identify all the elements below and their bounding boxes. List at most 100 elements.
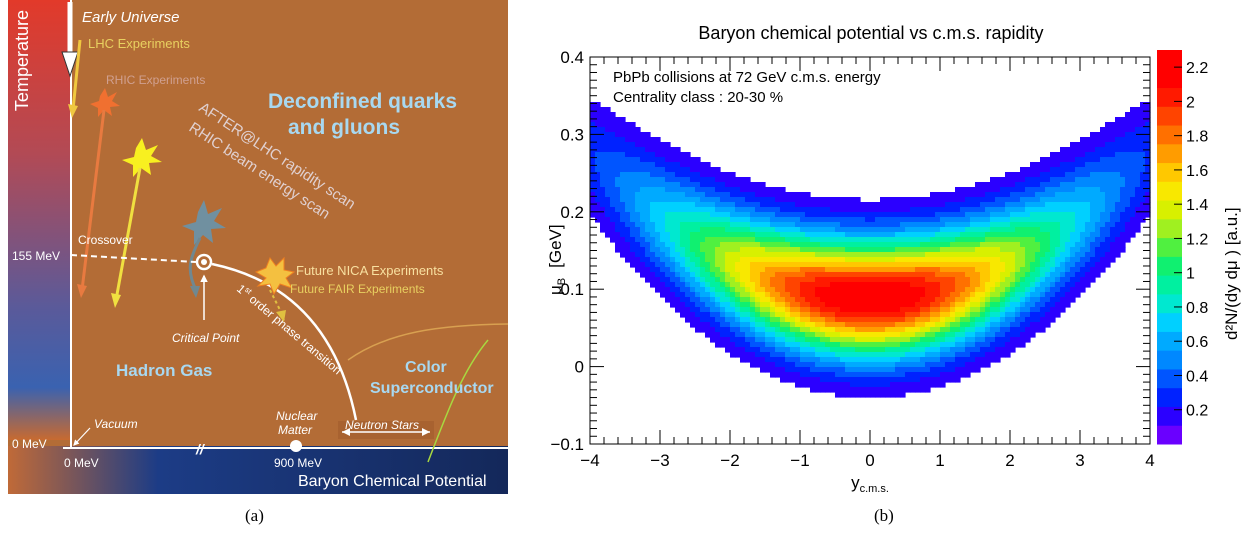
heatmap-cell bbox=[650, 152, 656, 158]
heatmap-cell bbox=[980, 192, 986, 198]
heatmap-cell bbox=[950, 292, 956, 298]
heatmap-cell bbox=[985, 267, 991, 273]
heatmap-cell bbox=[805, 242, 811, 248]
heatmap-cell bbox=[830, 332, 836, 338]
heatmap-cell bbox=[765, 342, 771, 348]
heatmap-cell bbox=[685, 187, 691, 193]
heatmap-cell bbox=[610, 207, 616, 213]
heatmap-cell bbox=[900, 347, 906, 353]
heatmap-cell bbox=[815, 252, 821, 258]
heatmap-cell bbox=[695, 157, 701, 163]
heatmap-cell bbox=[890, 247, 896, 253]
heatmap-cell bbox=[680, 187, 686, 193]
heatmap-cell bbox=[995, 222, 1001, 228]
heatmap-cell bbox=[755, 262, 761, 268]
heatmap-cell bbox=[1030, 227, 1036, 233]
heatmap-cell bbox=[745, 217, 751, 223]
heatmap-cell bbox=[735, 227, 741, 233]
heatmap-cell bbox=[965, 267, 971, 273]
heatmap-cell bbox=[610, 222, 616, 228]
heatmap-cell bbox=[875, 247, 881, 253]
heatmap-cell bbox=[930, 257, 936, 263]
heatmap-cell bbox=[625, 172, 631, 178]
heatmap-cell bbox=[840, 262, 846, 268]
heatmap-cell bbox=[705, 307, 711, 313]
heatmap-cell bbox=[785, 287, 791, 293]
heatmap-cell bbox=[645, 242, 651, 248]
heatmap-cell bbox=[1075, 272, 1081, 278]
heatmap-cell bbox=[1060, 177, 1066, 183]
heatmap-cell bbox=[655, 257, 661, 263]
heatmap-cell bbox=[965, 297, 971, 303]
heatmap-cell bbox=[840, 292, 846, 298]
heatmap-cell bbox=[1025, 302, 1031, 308]
heatmap-cell bbox=[660, 247, 666, 253]
heatmap-cell bbox=[650, 272, 656, 278]
heatmap-cell bbox=[715, 257, 721, 263]
heatmap-cell bbox=[915, 362, 921, 368]
heatmap-cell bbox=[770, 242, 776, 248]
heatmap-cell bbox=[1080, 182, 1086, 188]
heatmap-cell bbox=[870, 357, 876, 363]
heatmap-cell bbox=[830, 292, 836, 298]
heatmap-cell bbox=[850, 212, 856, 218]
heatmap-cell bbox=[940, 307, 946, 313]
heatmap-cell bbox=[775, 232, 781, 238]
heatmap-cell bbox=[670, 272, 676, 278]
heatmap-cell bbox=[610, 232, 616, 238]
heatmap-cell bbox=[665, 152, 671, 158]
heatmap-cell bbox=[820, 242, 826, 248]
heatmap-cell bbox=[1130, 212, 1136, 218]
heatmap-cell bbox=[870, 367, 876, 373]
heatmap-cell bbox=[1065, 147, 1071, 153]
heatmap-cell bbox=[1080, 187, 1086, 193]
heatmap-cell bbox=[985, 227, 991, 233]
heatmap-cell bbox=[935, 347, 941, 353]
heatmap-cell bbox=[1020, 272, 1026, 278]
heatmap-cell bbox=[1020, 317, 1026, 323]
heatmap-cell bbox=[685, 217, 691, 223]
heatmap-cell bbox=[775, 267, 781, 273]
heatmap-cell bbox=[850, 382, 856, 388]
heatmap-cell bbox=[640, 242, 646, 248]
heatmap-cell bbox=[990, 197, 996, 203]
heatmap-cell bbox=[615, 122, 621, 128]
heatmap-cell bbox=[800, 232, 806, 238]
heatmap-cell bbox=[680, 172, 686, 178]
heatmap-cell bbox=[760, 352, 766, 358]
heatmap-cell bbox=[710, 322, 716, 328]
heatmap-cell bbox=[1120, 172, 1126, 178]
heatmap-cell bbox=[820, 217, 826, 223]
heatmap-cell bbox=[740, 287, 746, 293]
heatmap-cell bbox=[825, 347, 831, 353]
heatmap-cell bbox=[690, 197, 696, 203]
heatmap-cell bbox=[795, 267, 801, 273]
heatmap-cell bbox=[655, 282, 661, 288]
heatmap-cell bbox=[1080, 267, 1086, 273]
heatmap-cell bbox=[1080, 212, 1086, 218]
heatmap-cell bbox=[885, 207, 891, 213]
heatmap-cell bbox=[880, 347, 886, 353]
heatmap-cell bbox=[815, 382, 821, 388]
heatmap-cell bbox=[850, 347, 856, 353]
heatmap-cell bbox=[1115, 222, 1121, 228]
heatmap-cell bbox=[710, 197, 716, 203]
heatmap-cell bbox=[1040, 177, 1046, 183]
heatmap-cell bbox=[890, 197, 896, 203]
heatmap-cell bbox=[710, 212, 716, 218]
heatmap-cell bbox=[845, 357, 851, 363]
heatmap-cell bbox=[795, 282, 801, 288]
heatmap-cell bbox=[745, 227, 751, 233]
heatmap-cell bbox=[870, 257, 876, 263]
heatmap-cell bbox=[1090, 132, 1096, 138]
heatmap-cell bbox=[600, 152, 606, 158]
heatmap-cell bbox=[870, 297, 876, 303]
heatmap-cell bbox=[1080, 152, 1086, 158]
colorbar-segment bbox=[1157, 50, 1182, 69]
heatmap-cell bbox=[765, 317, 771, 323]
heatmap-cell bbox=[880, 277, 886, 283]
heatmap-cell bbox=[860, 207, 866, 213]
heatmap-cell bbox=[1100, 252, 1106, 258]
heatmap-cell bbox=[1075, 287, 1081, 293]
heatmap-cell bbox=[1080, 147, 1086, 153]
